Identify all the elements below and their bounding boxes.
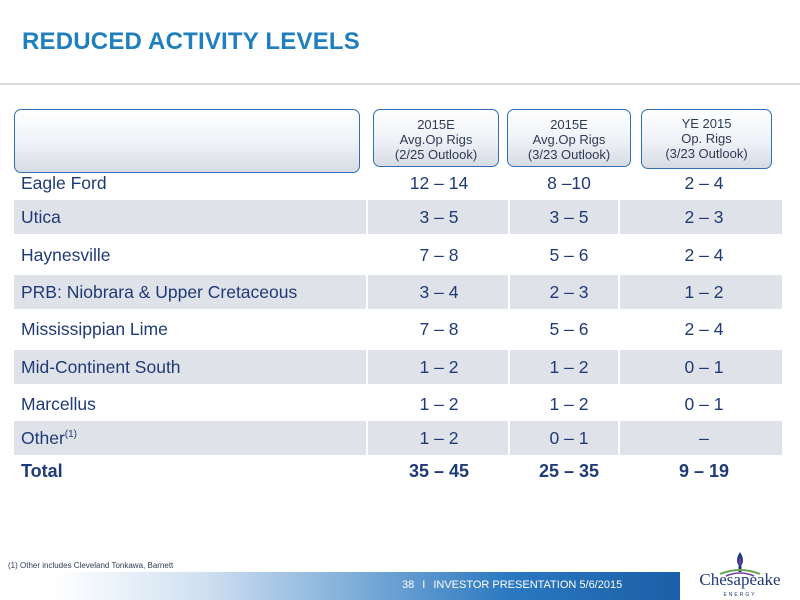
column-separator — [508, 421, 510, 455]
row-value-col1: 7 – 8 — [419, 319, 459, 339]
row-value-col2: 2 – 3 — [549, 282, 589, 302]
row-value-col1: 3 – 4 — [419, 282, 459, 302]
column-separator — [508, 200, 510, 234]
header-col3-line3: (3/23 Outlook) — [665, 146, 748, 161]
row-value-col3: 2 – 4 — [684, 173, 724, 193]
row-value-col3: 0 – 1 — [684, 394, 724, 414]
header-col1-line2: Avg.Op Rigs — [399, 132, 473, 147]
table-row: PRB: Niobrara & Upper Cretaceous 3 – 4 2… — [14, 275, 782, 309]
table-header-col3: YE 2015 Op. Rigs (3/23 Outlook) — [641, 109, 772, 169]
table-row: Eagle Ford 12 – 14 8 –10 2 – 4 — [14, 166, 782, 200]
row-value-col2: 8 –10 — [547, 173, 591, 193]
column-separator — [618, 200, 620, 234]
header-col2-line1: 2015E — [550, 117, 588, 132]
row-value-col3: 2 – 4 — [684, 319, 724, 339]
row-value-col3: – — [699, 428, 709, 448]
row-value-col3: 1 – 2 — [684, 282, 724, 302]
row-label: Mississippian Lime — [21, 319, 168, 339]
row-value-col1: 1 – 2 — [419, 357, 459, 377]
table-row: Utica 3 – 5 3 – 5 2 – 3 — [14, 200, 782, 234]
total-value-col2: 25 – 35 — [538, 461, 600, 481]
table-row: Haynesville 7 – 8 5 – 6 2 – 4 — [14, 238, 782, 272]
row-value-col3: 2 – 3 — [684, 207, 724, 227]
row-label: PRB: Niobrara & Upper Cretaceous — [21, 282, 298, 302]
table-header-blank — [14, 109, 360, 173]
row-label: Utica — [21, 207, 61, 227]
row-value-col1: 1 – 2 — [419, 394, 459, 414]
column-separator — [618, 275, 620, 309]
total-value-col1: 35 – 45 — [408, 461, 470, 481]
total-value-col3: 9 – 19 — [678, 461, 730, 481]
header-col2-line2: Avg.Op Rigs — [532, 132, 606, 147]
total-row: Total 35 – 45 25 – 35 9 – 19 — [14, 454, 782, 488]
footer-label: INVESTOR PRESENTATION 5/6/2015 — [433, 579, 623, 591]
row-value-col2: 1 – 2 — [549, 357, 589, 377]
row-value-col1: 1 – 2 — [419, 428, 459, 448]
table-row: Mid-Continent South 1 – 2 1 – 2 0 – 1 — [14, 350, 782, 384]
table-header-col1: 2015E Avg.Op Rigs (2/25 Outlook) — [373, 109, 499, 167]
logo-flame-icon: ENERGY — [719, 552, 761, 598]
row-value-col2: 5 – 6 — [549, 319, 589, 339]
header-col1-line1: 2015E — [417, 117, 455, 132]
column-separator — [366, 350, 368, 384]
logo-wordmark: Chesapeake — [699, 570, 781, 589]
row-value-col2: 3 – 5 — [549, 207, 589, 227]
row-value-col2: 0 – 1 — [549, 428, 589, 448]
table-row: Marcellus 1 – 2 1 – 2 0 – 1 — [14, 387, 782, 421]
svg-text:ENERGY: ENERGY — [723, 592, 756, 598]
row-value-col1: 12 – 14 — [409, 173, 469, 193]
page-title: REDUCED ACTIVITY LEVELS — [22, 28, 360, 55]
row-label-text: Other — [21, 428, 65, 448]
row-label: Marcellus — [21, 394, 96, 414]
row-value-col2: 1 – 2 — [549, 394, 589, 414]
row-value-col1: 3 – 5 — [419, 207, 459, 227]
row-label: Eagle Ford — [21, 173, 107, 193]
footer-band — [0, 572, 680, 600]
column-separator — [618, 421, 620, 455]
footer: 38 I INVESTOR PRESENTATION 5/6/2015 — [402, 579, 622, 591]
header-col1-line3: (2/25 Outlook) — [394, 147, 478, 162]
header-col3-line2: Op. Rigs — [681, 131, 732, 146]
title-divider — [0, 83, 800, 85]
row-value-col1: 7 – 8 — [419, 245, 459, 265]
table-row: Other(1) 1 – 2 0 – 1 – — [14, 421, 782, 455]
company-logo: ENERGY Chesapeake — [690, 548, 790, 600]
row-value-col3: 2 – 4 — [684, 245, 724, 265]
row-value-col3: 0 – 1 — [684, 357, 724, 377]
column-separator — [508, 275, 510, 309]
table-row: Mississippian Lime 7 – 8 5 – 6 2 – 4 — [14, 312, 782, 346]
column-separator — [618, 350, 620, 384]
footnote-marker: (1) — [64, 429, 78, 441]
header-col3-line1: YE 2015 — [681, 116, 732, 131]
row-label: Other(1) — [21, 421, 77, 455]
table-header-col2: 2015E Avg.Op Rigs (3/23 Outlook) — [507, 109, 631, 167]
total-label: Total — [21, 461, 63, 481]
footer-separator: I — [422, 579, 426, 591]
column-separator — [366, 421, 368, 455]
column-separator — [366, 275, 368, 309]
header-col2-line3: (3/23 Outlook) — [527, 147, 611, 162]
column-separator — [366, 200, 368, 234]
page-number: 38 — [402, 579, 415, 591]
row-label: Haynesville — [21, 245, 111, 265]
row-label: Mid-Continent South — [21, 357, 181, 377]
footnote: (1) Other includes Cleveland Tonkawa, Ba… — [8, 561, 174, 570]
row-value-col2: 5 – 6 — [549, 245, 589, 265]
column-separator — [508, 350, 510, 384]
